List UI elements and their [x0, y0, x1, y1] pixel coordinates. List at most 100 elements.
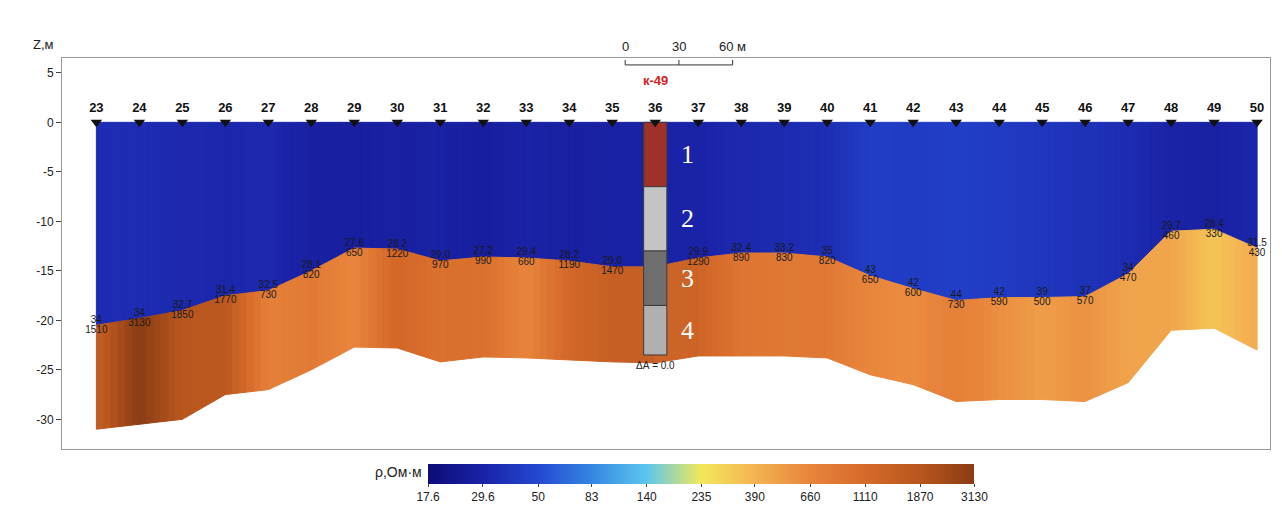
svg-text:28.2: 28.2 [388, 238, 408, 249]
svg-text:990: 990 [475, 255, 492, 266]
svg-text:-5: -5 [43, 165, 54, 179]
svg-text:-20: -20 [36, 314, 54, 328]
svg-text:28: 28 [304, 100, 318, 115]
svg-text:430: 430 [1249, 247, 1266, 258]
svg-text:37: 37 [691, 100, 705, 115]
svg-text:39: 39 [777, 100, 791, 115]
svg-text:27: 27 [261, 100, 275, 115]
svg-text:37: 37 [1080, 285, 1092, 296]
svg-text:27.2: 27.2 [474, 245, 494, 256]
svg-text:33: 33 [519, 100, 533, 115]
svg-text:33.2: 33.2 [774, 242, 794, 253]
svg-text:29.0: 29.0 [603, 255, 623, 266]
svg-text:к-49: к-49 [643, 73, 668, 88]
svg-text:3130: 3130 [128, 317, 151, 328]
svg-text:820: 820 [303, 269, 320, 280]
svg-text:28.1: 28.1 [302, 259, 322, 270]
svg-text:42: 42 [994, 286, 1006, 297]
svg-text:25: 25 [175, 100, 189, 115]
svg-text:39: 39 [1037, 286, 1049, 297]
svg-text:3130: 3130 [961, 490, 988, 504]
svg-text:1870: 1870 [907, 490, 934, 504]
svg-text:730: 730 [260, 289, 277, 300]
svg-text:44: 44 [951, 289, 963, 300]
svg-text:570: 570 [1077, 295, 1094, 306]
svg-text:31: 31 [433, 100, 447, 115]
svg-text:ρ,Ом·м: ρ,Ом·м [375, 464, 422, 480]
svg-text:2: 2 [681, 204, 694, 233]
svg-text:34: 34 [562, 100, 577, 115]
svg-text:26: 26 [218, 100, 232, 115]
svg-text:43: 43 [865, 264, 877, 275]
svg-text:970: 970 [432, 259, 449, 270]
svg-text:4: 4 [681, 316, 694, 345]
svg-text:-30: -30 [36, 413, 54, 427]
svg-text:48: 48 [1164, 100, 1178, 115]
svg-text:600: 600 [905, 287, 922, 298]
svg-text:660: 660 [800, 490, 820, 504]
svg-text:1190: 1190 [559, 259, 581, 270]
svg-text:29.0: 29.0 [431, 249, 451, 260]
svg-text:0: 0 [622, 39, 629, 54]
svg-text:32.5: 32.5 [259, 279, 279, 290]
svg-text:31.4: 31.4 [216, 284, 236, 295]
svg-text:1850: 1850 [171, 309, 194, 320]
svg-text:42: 42 [906, 100, 920, 115]
svg-text:17.6: 17.6 [416, 490, 440, 504]
svg-text:730: 730 [948, 299, 965, 310]
svg-text:890: 890 [733, 252, 750, 263]
svg-text:36: 36 [648, 100, 662, 115]
svg-text:590: 590 [991, 296, 1008, 307]
svg-text:1110: 1110 [853, 490, 878, 504]
svg-text:35: 35 [605, 100, 619, 115]
svg-text:1770: 1770 [214, 294, 237, 305]
svg-text:5: 5 [47, 66, 54, 80]
svg-text:330: 330 [1206, 228, 1223, 239]
svg-text:30: 30 [390, 100, 404, 115]
svg-text:34: 34 [91, 314, 103, 325]
svg-text:28.2: 28.2 [560, 249, 580, 260]
svg-text:35: 35 [822, 245, 834, 256]
svg-text:29.6: 29.6 [471, 490, 495, 504]
svg-text:28.4: 28.4 [1204, 218, 1224, 229]
svg-text:660: 660 [518, 256, 535, 267]
svg-text:1510: 1510 [85, 324, 108, 335]
svg-text:500: 500 [1034, 296, 1051, 307]
svg-text:-15: -15 [36, 264, 54, 278]
svg-text:50: 50 [532, 490, 546, 504]
svg-text:1: 1 [681, 140, 694, 169]
svg-text:3: 3 [681, 264, 694, 293]
svg-text:650: 650 [346, 247, 363, 258]
svg-text:Z,м: Z,м [33, 37, 54, 52]
svg-text:0: 0 [47, 116, 54, 130]
svg-text:1290: 1290 [687, 256, 710, 267]
svg-text:29.4: 29.4 [517, 246, 537, 257]
svg-text:27.6: 27.6 [345, 237, 365, 248]
svg-text:60 м: 60 м [719, 39, 746, 54]
svg-text:34: 34 [134, 307, 146, 318]
svg-text:83: 83 [585, 490, 599, 504]
svg-text:30: 30 [672, 39, 686, 54]
svg-text:34: 34 [1123, 262, 1135, 273]
svg-text:-25: -25 [36, 363, 54, 377]
svg-text:29: 29 [347, 100, 361, 115]
svg-text:820: 820 [819, 255, 836, 266]
svg-text:1220: 1220 [386, 248, 409, 259]
svg-text:32: 32 [476, 100, 490, 115]
svg-text:830: 830 [776, 252, 793, 263]
svg-text:470: 470 [1120, 272, 1137, 283]
svg-text:45: 45 [1035, 100, 1049, 115]
svg-text:650: 650 [862, 274, 879, 285]
svg-text:50: 50 [1250, 100, 1264, 115]
svg-text:43: 43 [949, 100, 963, 115]
svg-text:47: 47 [1121, 100, 1135, 115]
svg-text:44: 44 [992, 100, 1007, 115]
svg-text:42: 42 [908, 277, 920, 288]
svg-text:1470: 1470 [601, 265, 624, 276]
svg-text:41: 41 [863, 100, 877, 115]
svg-text:29.9: 29.9 [689, 246, 709, 257]
svg-text:390: 390 [745, 490, 765, 504]
svg-text:24: 24 [132, 100, 147, 115]
svg-text:29.7: 29.7 [1161, 220, 1181, 231]
svg-text:235: 235 [691, 490, 711, 504]
